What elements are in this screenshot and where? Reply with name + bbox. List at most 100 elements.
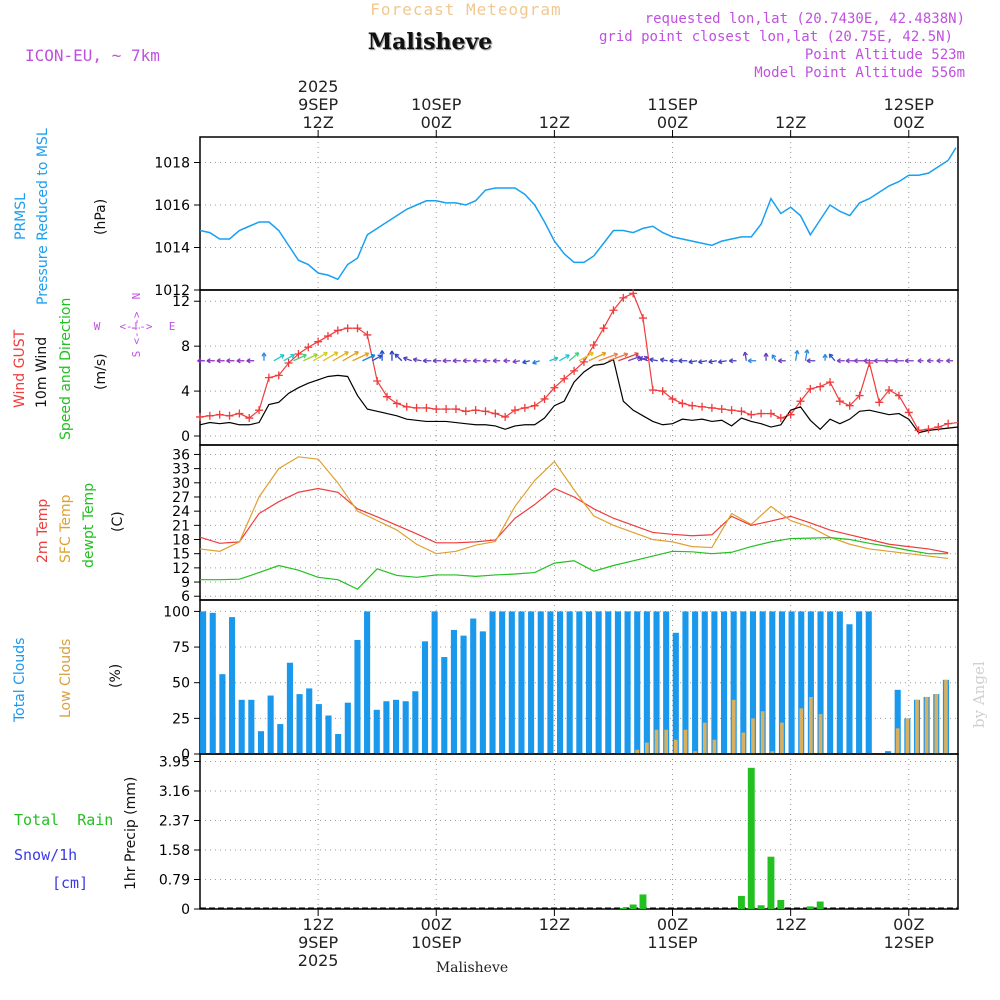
wind-arrow	[283, 354, 295, 362]
low-cloud-bar	[799, 708, 804, 754]
total-cloud-bar	[306, 688, 313, 754]
wind-arrow	[303, 353, 318, 362]
temp-sfc-line	[199, 456, 949, 560]
gust-point	[511, 406, 520, 415]
wind-arrow	[342, 351, 359, 362]
top-time-label: 12Z	[302, 113, 333, 132]
gust-point	[205, 411, 214, 420]
total-cloud-bar	[585, 611, 593, 754]
wind-arrow-head	[333, 351, 339, 357]
total-cloud-bar	[692, 611, 699, 754]
wind-arrow-head	[845, 358, 850, 364]
total-cloud-bar	[257, 731, 265, 754]
gust-point	[629, 289, 638, 298]
temp-sfc-label: SFC Temp	[58, 494, 74, 563]
gust-point	[333, 326, 342, 335]
wind-arrow-head	[379, 350, 385, 355]
y-tick-label: 4	[181, 384, 190, 400]
low-cloud-bar	[693, 751, 697, 754]
wind-arrow-head	[946, 358, 951, 364]
gust-point	[826, 378, 835, 387]
compass-arrows-v: <-!->	[130, 311, 143, 344]
gust-point	[530, 401, 539, 410]
total-cloud-bar	[402, 701, 409, 754]
low-cloud-bar	[683, 729, 688, 754]
wind-arrow-head	[344, 351, 349, 356]
total-cloud-bar	[421, 641, 429, 754]
wind-arrow	[352, 352, 369, 362]
bottom-time-label: 00Z	[421, 915, 452, 934]
top-time-label: 12Z	[775, 113, 806, 132]
total-cloud-bar	[605, 611, 612, 754]
pressure-panel: 1012 1014 1016 1018	[154, 136, 959, 299]
pressure-line	[199, 159, 949, 281]
low-cloud-bar	[934, 694, 939, 754]
wind-arrow-head	[649, 357, 654, 363]
wind-arrow-head	[532, 359, 537, 365]
temp-2m-label: 2m Temp	[35, 499, 51, 563]
gust-point	[570, 366, 579, 375]
total-cloud-bar	[354, 639, 361, 754]
total-cloud-bar	[566, 611, 573, 754]
y-tick-label: 0	[181, 429, 190, 445]
y-tick-label: 36	[172, 447, 190, 463]
total-cloud-bar	[296, 694, 303, 754]
total-cloud-bar	[441, 657, 448, 754]
wind-arrow	[708, 360, 717, 363]
gust-point	[934, 423, 943, 432]
gust-point	[668, 394, 677, 403]
wind-arrow-head	[688, 359, 693, 365]
y-tick-label: 50	[172, 676, 190, 692]
wind-arrow-head	[926, 358, 931, 364]
gust-point	[727, 406, 736, 415]
low-cloud-bar	[818, 714, 823, 754]
total-cloud-bar	[682, 611, 689, 754]
wind-arrow	[332, 351, 349, 362]
total-cloud-bar	[749, 611, 757, 754]
wind-arrow-head	[432, 358, 437, 364]
gust-point	[314, 337, 323, 346]
wind-arrow-head	[893, 358, 898, 364]
wind-arrow	[362, 354, 376, 362]
low-cloud-bar	[905, 718, 910, 754]
y-tick-label: 3.95	[159, 754, 190, 770]
total-cloud-bar	[663, 611, 670, 754]
wind-arrow-head	[482, 358, 487, 364]
wind-arrow-head	[863, 358, 868, 364]
wind-arrow-head	[623, 352, 629, 358]
wind-arrow-head	[412, 357, 418, 363]
low-cloud-bar	[664, 729, 668, 754]
precip-axis-label: 1hr Precip (mm)	[123, 777, 139, 890]
gust-point	[599, 324, 608, 333]
y-tick-label: 1.58	[159, 843, 190, 859]
pressure-msl-label: Pressure Reduced to MSL	[35, 128, 51, 305]
wind-arrow-head	[729, 358, 734, 364]
wind-arrow-head	[589, 351, 594, 357]
dewpoint-line	[200, 537, 949, 590]
total-cloud-bar	[672, 632, 679, 754]
gust-point	[343, 324, 352, 333]
gust-point	[304, 343, 313, 352]
wind-arrow-head	[389, 350, 395, 355]
total-cloud-bar	[547, 611, 554, 754]
gust-point	[757, 409, 766, 418]
wind-arrow-head	[601, 351, 607, 357]
wind-arrow-head	[777, 358, 783, 364]
wind-arrow-head	[503, 358, 508, 364]
total-cloud-bar	[730, 611, 737, 754]
bottom-time-label: 00Z	[657, 915, 688, 934]
top-time-label: 12SEP	[884, 95, 935, 114]
top-time-label: 11SEP	[647, 95, 698, 114]
wind-arrow-head	[302, 353, 307, 359]
wind-arrow-head	[492, 358, 497, 364]
total-cloud-bar	[325, 715, 332, 754]
y-tick-label: 15	[172, 547, 190, 563]
gust-point	[609, 306, 618, 315]
low-cloud-bar	[924, 696, 929, 754]
requested-coords: requested lon,lat (20.7430E, 42.4838N)	[645, 11, 965, 27]
credit-watermark: by Angel	[970, 661, 988, 728]
low-cloud-bar	[780, 722, 784, 754]
total-cloud-bar	[643, 611, 650, 754]
gust-point	[894, 391, 903, 400]
